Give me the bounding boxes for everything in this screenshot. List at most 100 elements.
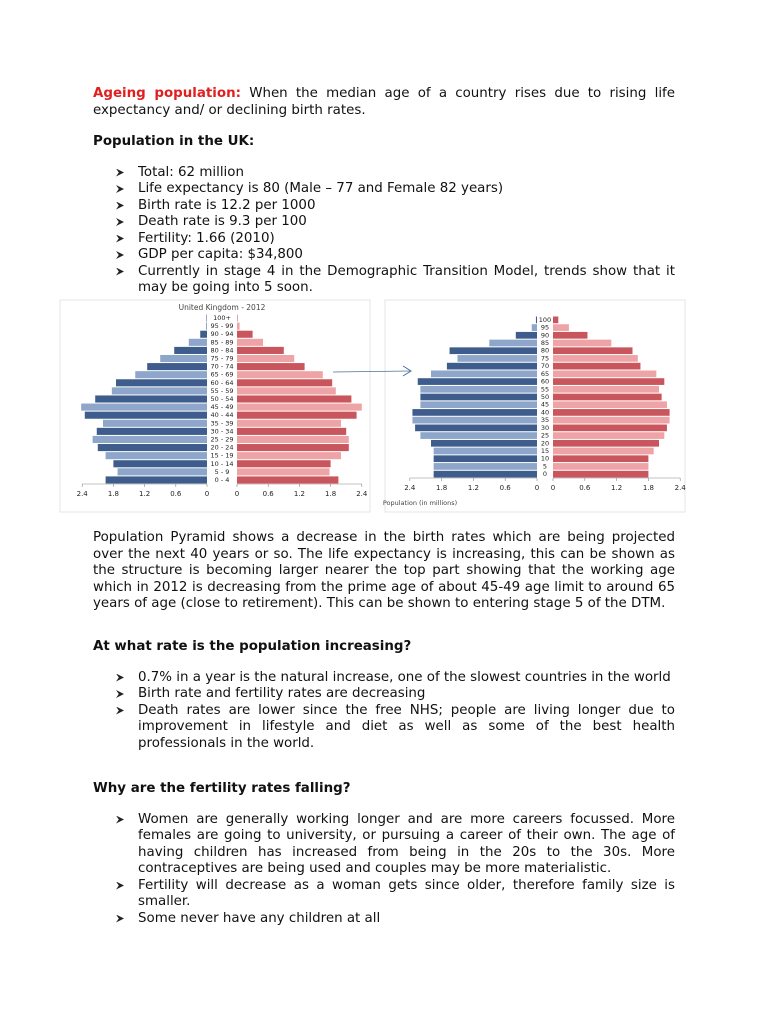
bullet: Death rate is 9.3 per 100 (138, 214, 675, 231)
section: At what rate is the population increasin… (93, 639, 675, 752)
male-bar (489, 339, 537, 347)
female-bar (553, 463, 649, 470)
female-bar (553, 324, 569, 331)
male-bar (417, 378, 537, 385)
female-bar (553, 470, 649, 478)
x-tick-label: 0 (535, 484, 539, 492)
bullet-list: 0.7% in a year is the natural increase, … (93, 670, 675, 753)
female-bar (553, 355, 638, 362)
arrow-head (402, 365, 412, 377)
male-bar (412, 416, 537, 424)
x-tick-label: 0 (205, 490, 209, 498)
female-bar (237, 476, 339, 484)
category-label: 45 - 49 (210, 403, 233, 411)
bullet: Fertility will decrease as a woman gets … (138, 877, 675, 910)
category-label: 75 (541, 354, 549, 362)
male-bar (97, 444, 207, 452)
figure-frame (384, 299, 686, 513)
category-label: 0 (543, 470, 547, 478)
category-label: 95 (541, 324, 549, 332)
female-bar (553, 416, 670, 424)
bullet: GDP per capita: $34,800 (138, 247, 675, 264)
category-label: 60 (541, 378, 549, 386)
category-label: 20 (541, 439, 549, 447)
male-bar (113, 460, 207, 468)
male-bar (160, 354, 207, 363)
category-label: 65 (541, 370, 549, 378)
male-bar (420, 401, 537, 409)
category-label: 75 - 79 (210, 355, 233, 363)
male-bar (457, 355, 537, 362)
x-tick-label: 0 (551, 484, 555, 492)
category-label: 40 (541, 408, 549, 416)
intro-text: When the median age of a country rises d… (93, 86, 675, 118)
female-bar (237, 460, 331, 468)
category-label: 55 - 59 (210, 387, 233, 395)
x-tick-label: 0.6 (579, 484, 591, 492)
x-tick-label: 1.8 (643, 484, 654, 492)
bullet: 0.7% in a year is the natural increase, … (138, 670, 675, 687)
paragraph: Population Pyramid shows a decrease in t… (93, 530, 675, 611)
bullet: Fertility: 1.66 (2010) (138, 231, 675, 248)
female-bar (237, 314, 238, 322)
female-bar (237, 371, 323, 379)
category-label: 15 (541, 447, 549, 455)
intro: Ageing population: When the median age o… (93, 86, 675, 119)
x-axis-label: Population (in millions) (383, 499, 457, 507)
male-bar (531, 324, 537, 331)
male-bar (116, 379, 207, 387)
x-tick-label: 2.4 (404, 484, 416, 492)
male-bar (81, 403, 207, 411)
female-bar (553, 385, 659, 393)
x-tick-label: 1.2 (468, 484, 479, 492)
male-bar (433, 447, 537, 455)
male-bar (205, 322, 207, 330)
bullet: Currently in stage 4 in the Demographic … (138, 263, 675, 296)
female-bar (237, 363, 305, 371)
category-label: 15 - 19 (210, 452, 233, 460)
term: Ageing population: (93, 86, 241, 101)
male-bar (431, 370, 537, 378)
category-label: 90 - 94 (210, 330, 233, 338)
female-bar (237, 387, 336, 395)
x-tick-label: 1.8 (436, 484, 447, 492)
female-bar (237, 395, 352, 403)
male-bar (433, 470, 537, 478)
section: Population in the UK: Total: 62 million L… (93, 134, 675, 297)
male-bar (415, 424, 537, 432)
category-label: 10 (541, 455, 549, 463)
male-bar (147, 363, 207, 371)
category-label: 85 - 89 (210, 338, 233, 346)
x-tick-label: 0 (235, 490, 239, 498)
female-bar (237, 468, 330, 476)
x-tick-label: 2.4 (77, 490, 89, 498)
x-tick-label: 2.4 (675, 484, 687, 492)
male-bar (420, 432, 537, 439)
heading: Population in the UK: (93, 134, 255, 149)
female-bar (237, 435, 349, 444)
male-bar (433, 455, 537, 463)
male-bar (105, 476, 207, 484)
female-bar (553, 339, 612, 347)
female-bar (553, 331, 588, 339)
male-bar (111, 387, 207, 395)
female-bar (553, 347, 633, 355)
x-tick-label: 1.8 (325, 490, 336, 498)
category-label: 70 - 74 (210, 363, 233, 371)
category-label: 85 (541, 339, 549, 347)
bullet: Death rates are lower since the free NHS… (138, 702, 675, 751)
male-bar (200, 330, 207, 338)
female-bar (553, 401, 667, 409)
male-bar (96, 427, 207, 435)
category-label: 50 (541, 393, 549, 401)
female-bar (237, 379, 333, 387)
category-label: 35 (541, 416, 549, 424)
category-label: 65 - 69 (210, 371, 233, 379)
x-tick-label: 1.2 (294, 490, 305, 498)
category-label: 20 - 24 (210, 444, 233, 452)
female-bar (237, 411, 357, 419)
category-label: 40 - 44 (210, 411, 233, 419)
bullet: Women are generally working longer and a… (138, 811, 675, 877)
